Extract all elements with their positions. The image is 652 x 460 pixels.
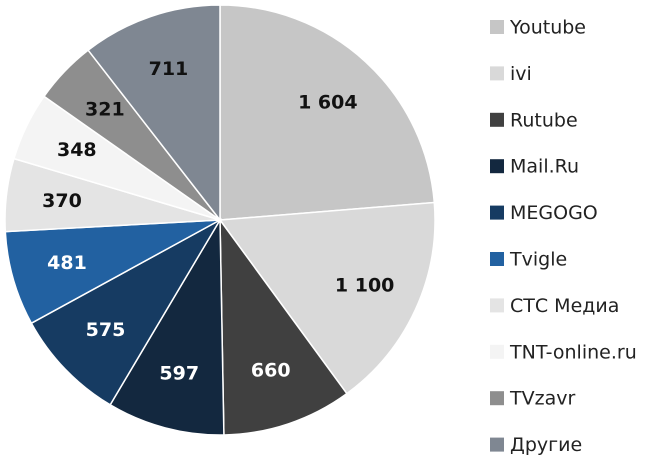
pie-slice bbox=[87, 4, 221, 223]
legend-swatch bbox=[490, 391, 504, 406]
data-label: 370 bbox=[42, 190, 82, 212]
legend-swatch bbox=[490, 252, 504, 266]
legend-label: MEGOGO bbox=[510, 202, 598, 224]
pie-slice bbox=[30, 218, 223, 406]
legend-label: ivi bbox=[510, 63, 532, 85]
legend-label: Rutube bbox=[510, 109, 578, 131]
legend-swatch bbox=[490, 20, 504, 34]
pie-slice bbox=[219, 4, 436, 221]
legend-label: TVzavr bbox=[509, 388, 575, 410]
legend-swatch bbox=[490, 159, 504, 174]
legend-label: Другие bbox=[510, 434, 582, 456]
legend-label: Youtube bbox=[509, 17, 586, 39]
data-label: 575 bbox=[86, 319, 126, 341]
data-label: 348 bbox=[57, 139, 97, 161]
data-label: 481 bbox=[47, 252, 87, 274]
legend-label: Mail.Ru bbox=[510, 156, 579, 178]
legend-swatch bbox=[490, 205, 504, 220]
legend-swatch bbox=[490, 344, 504, 359]
pie-slice bbox=[219, 217, 348, 436]
data-label: 321 bbox=[85, 99, 125, 121]
legend-swatch bbox=[490, 298, 504, 313]
data-label: 1 100 bbox=[335, 275, 395, 297]
legend-label: TNT-online.ru bbox=[509, 341, 637, 363]
pie-slice bbox=[218, 201, 436, 395]
data-label: 660 bbox=[251, 359, 291, 381]
legend-label: СТС Медиа bbox=[510, 295, 619, 317]
pie-slice bbox=[109, 217, 225, 436]
legend-label: Tvigle bbox=[509, 249, 567, 271]
legend-swatch bbox=[490, 112, 504, 127]
data-label: 711 bbox=[149, 58, 189, 80]
data-label: 1 604 bbox=[298, 92, 358, 114]
legend-swatch bbox=[490, 437, 504, 452]
data-label: 597 bbox=[159, 362, 199, 384]
legend-swatch bbox=[490, 66, 504, 81]
